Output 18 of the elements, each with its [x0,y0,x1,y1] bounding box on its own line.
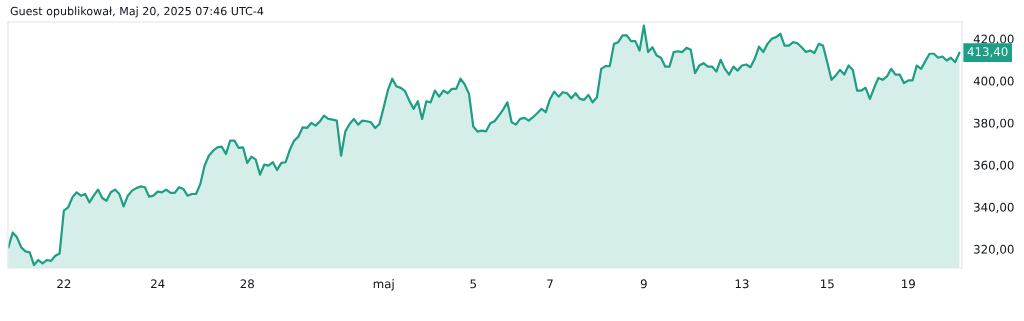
y-tick-label: 360,00 [974,160,1014,171]
y-tick-label: 400,00 [973,76,1014,87]
x-tick-label: 22 [57,279,71,289]
x-tick-label: 24 [151,279,165,289]
y-tick-label: 340,00 [974,202,1014,213]
y-tick-label: 320,00 [974,244,1014,255]
x-tick-label: 5 [470,279,476,289]
y-tick-label: 420,00 [973,34,1014,45]
x-tick-label: 15 [821,279,834,289]
x-tick-label: 9 [640,279,647,289]
text: Guest opublikował, Maj 20, 2025 07:46 UTC-4 [10,6,264,18]
x-tick-label: 7 [547,279,553,289]
x-tick-label: maj [373,279,394,291]
text: 413,40 [967,47,1008,58]
x-tick-label: 28 [240,279,254,289]
x-tick-label: 19 [902,279,915,289]
y-tick-label: 380,00 [974,118,1014,129]
x-tick-label: 13 [735,279,749,289]
